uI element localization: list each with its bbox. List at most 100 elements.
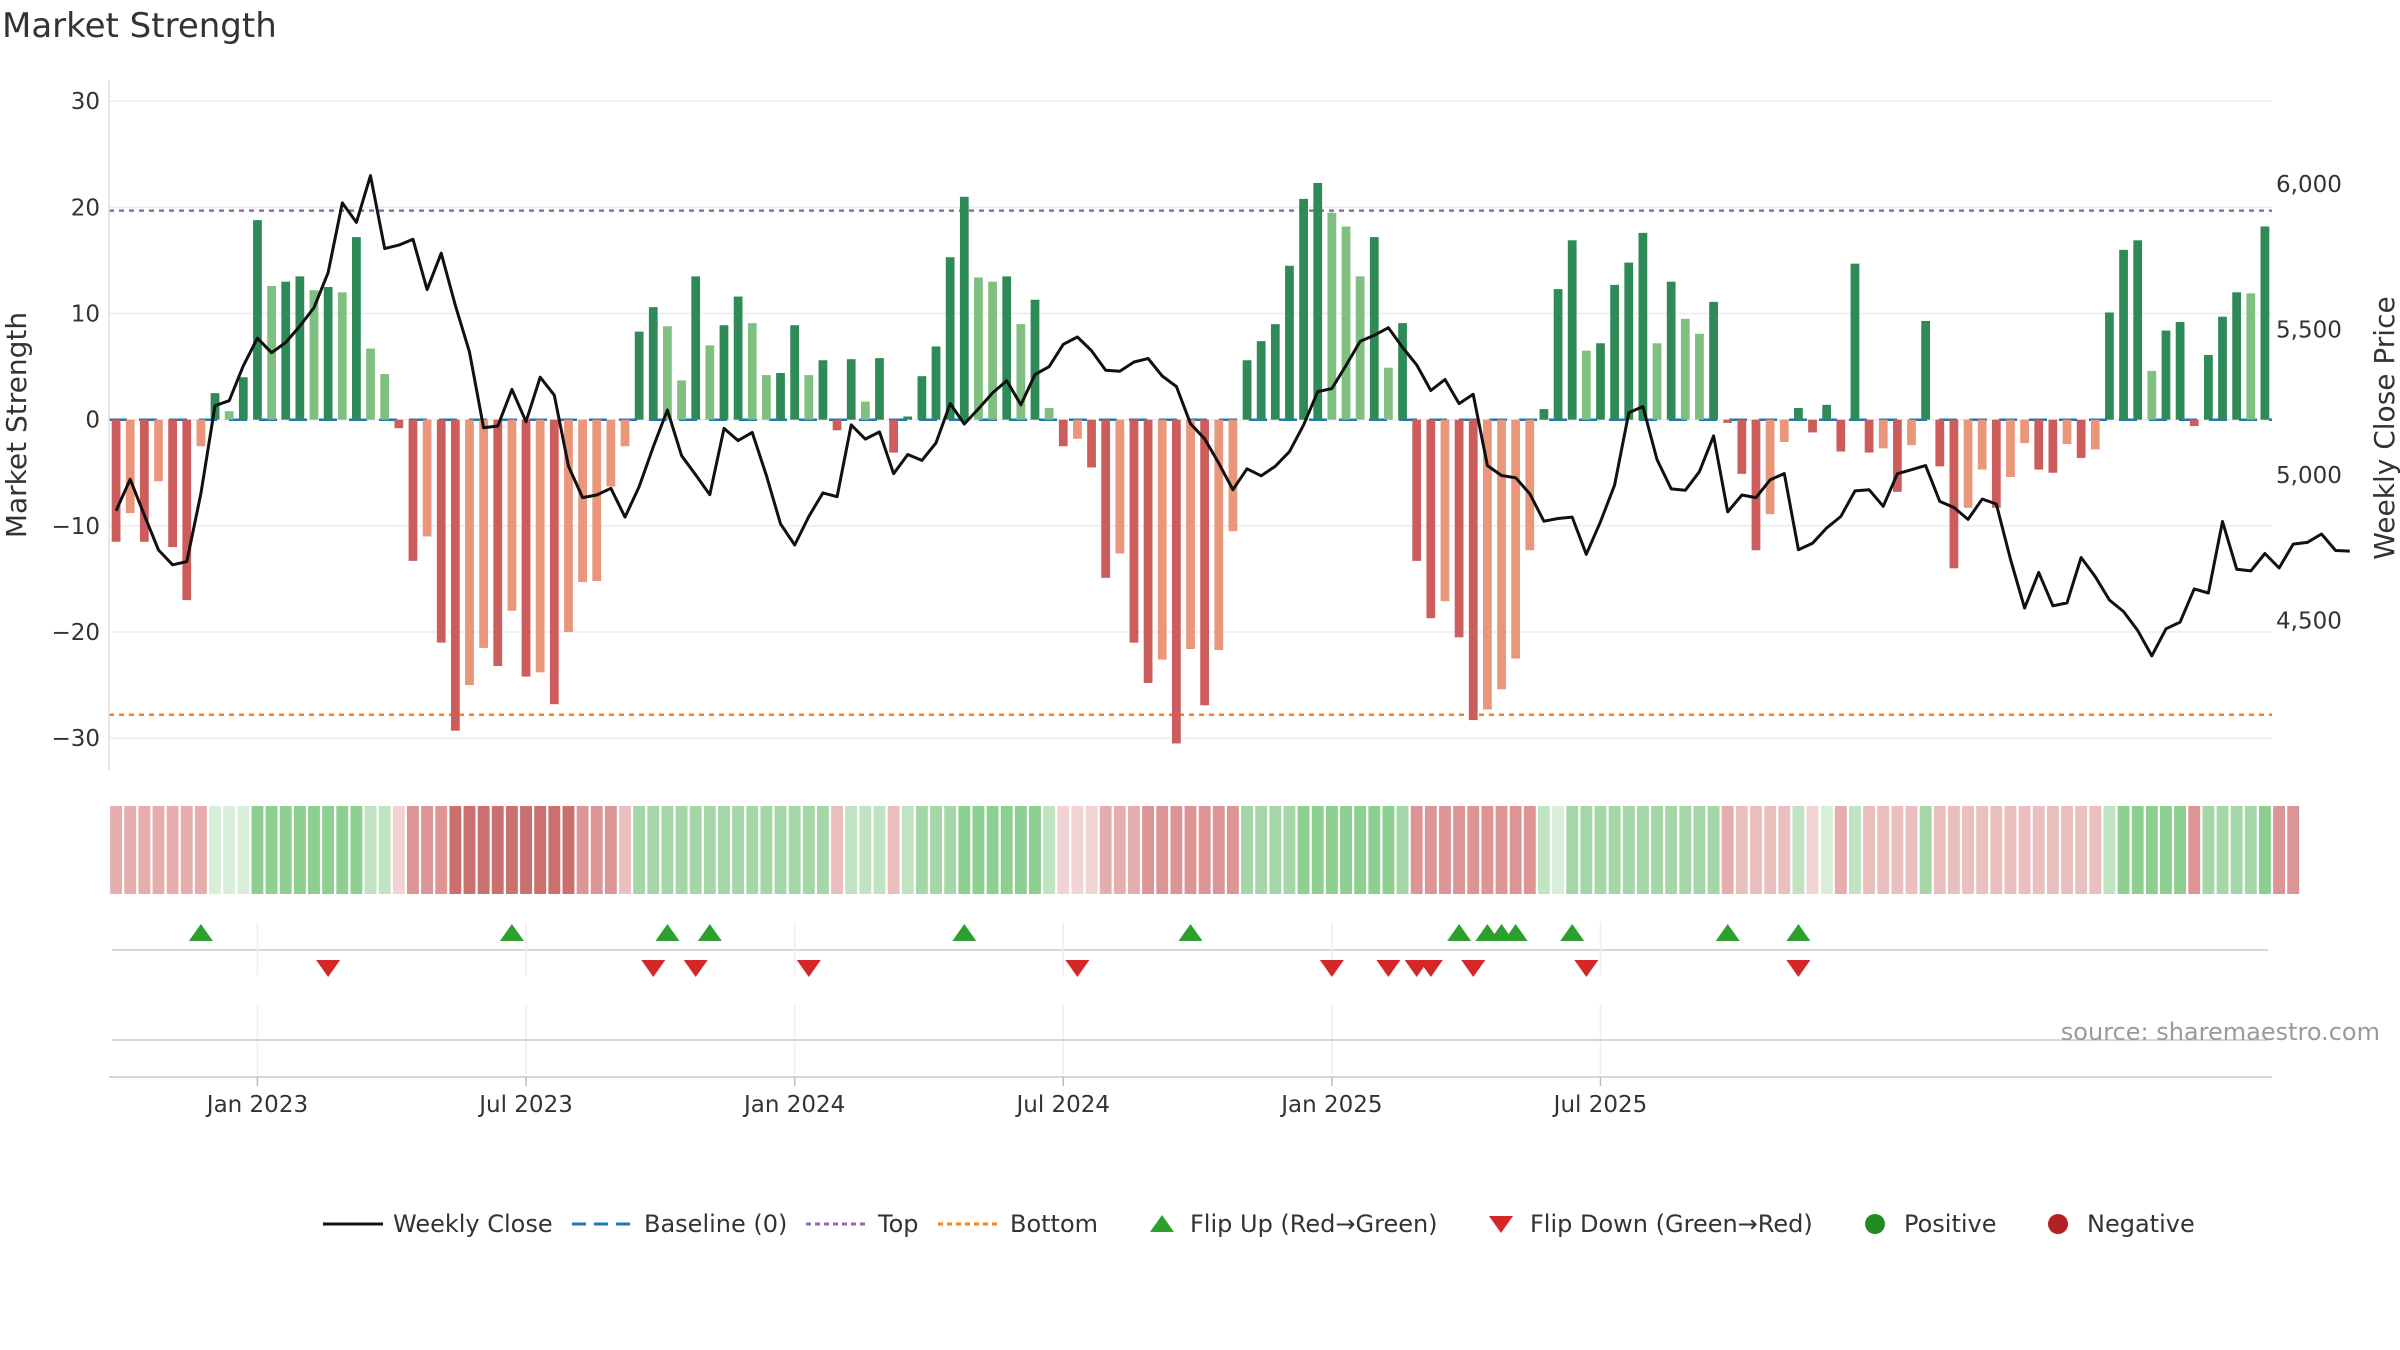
strength-bar xyxy=(196,419,206,447)
strength-bar xyxy=(352,237,361,420)
strength-bar xyxy=(2203,354,2213,420)
strip-cell xyxy=(958,806,971,894)
strength-bar xyxy=(889,419,899,453)
flip-up-marker xyxy=(499,924,524,941)
strength-bar xyxy=(366,348,375,420)
strength-bar xyxy=(1511,419,1521,659)
strength-bar xyxy=(2119,249,2128,420)
strip-cell xyxy=(463,806,476,894)
strip-cell xyxy=(1990,806,2003,894)
x-tick-label: Jul 2025 xyxy=(1552,1092,1648,1118)
strip-cell xyxy=(1439,806,1451,894)
strength-bar xyxy=(168,419,178,548)
strength-bar xyxy=(1398,323,1407,420)
strip-cell xyxy=(1396,806,1409,894)
strip-cell xyxy=(859,806,872,894)
strength-bar xyxy=(2218,316,2227,420)
strength-bar xyxy=(1822,404,1832,420)
strip-cell xyxy=(251,806,264,894)
strength-bar xyxy=(2246,293,2256,420)
strength-bar xyxy=(465,419,474,686)
strength-bar xyxy=(1680,318,1690,420)
strength-bar xyxy=(1539,409,1549,420)
strength-bar xyxy=(1977,419,1987,470)
strength-bar xyxy=(818,360,828,420)
strength-bar xyxy=(2020,419,2029,444)
strength-bar xyxy=(1044,408,1054,420)
strength-bar xyxy=(507,419,517,611)
strip-cell xyxy=(1651,806,1663,894)
strip-cell xyxy=(2160,806,2172,894)
strip-cell xyxy=(1142,806,1155,894)
strength-bar xyxy=(1186,419,1195,649)
strip-cell xyxy=(1707,806,1720,894)
strip-cell xyxy=(1834,806,1847,894)
strip-cell xyxy=(675,806,688,894)
strength-bar xyxy=(535,419,545,673)
strength-bar xyxy=(1058,419,1068,447)
flip-down-marker xyxy=(316,960,341,977)
strength-bar xyxy=(1129,419,1139,643)
flip-up-marker xyxy=(1560,924,1585,941)
strip-cell xyxy=(1071,806,1084,894)
strength-bar xyxy=(1567,240,1577,420)
strength-bar xyxy=(224,411,234,420)
strip-cell xyxy=(293,806,306,894)
y-right-tick-label: 5,000 xyxy=(2276,463,2342,489)
strength-bar xyxy=(917,376,927,420)
strip-cell xyxy=(1566,806,1579,894)
y-left-tick-label: −30 xyxy=(51,726,100,752)
strip-cell xyxy=(1382,806,1395,894)
strip-cell xyxy=(491,806,504,894)
strip-cell xyxy=(831,806,844,894)
x-tick-label: Jan 2024 xyxy=(742,1092,845,1118)
strip-cell xyxy=(774,806,787,894)
y-right-tick-label: 5,500 xyxy=(2276,317,2342,343)
legend-label: Weekly Close xyxy=(393,1210,553,1238)
strength-bar xyxy=(323,287,333,420)
y-left-tick-label: 30 xyxy=(71,89,100,115)
strip-cell xyxy=(2089,806,2102,894)
strength-bar xyxy=(1143,419,1153,683)
strip-cell xyxy=(1891,806,1904,894)
strip-cell xyxy=(477,806,490,894)
strength-bar xyxy=(1525,419,1535,551)
strip-cell xyxy=(2188,806,2201,894)
strength-bar xyxy=(1864,419,1874,453)
legend-flip-down-icon xyxy=(1489,1216,1513,1233)
legend-label: Flip Down (Green→Red) xyxy=(1530,1210,1813,1238)
flip-up-marker xyxy=(188,924,213,941)
strength-bar xyxy=(1963,419,1973,508)
strip-cell xyxy=(718,806,730,894)
strength-bar xyxy=(309,290,319,420)
strip-cell xyxy=(1636,806,1649,894)
strip-cell xyxy=(1552,806,1565,894)
strength-bar xyxy=(238,377,248,420)
strip-cell xyxy=(647,806,660,894)
strip-cell xyxy=(1877,806,1890,894)
strength-bar xyxy=(691,276,701,420)
strip-cell xyxy=(1099,806,1112,894)
strip-cell xyxy=(1481,806,1494,894)
legend-dot-icon xyxy=(1865,1214,1885,1234)
strip-cell xyxy=(802,806,815,894)
strength-bar xyxy=(1384,367,1393,420)
strip-cell xyxy=(421,806,434,894)
strip-cell xyxy=(265,806,278,894)
y-left-tick-label: 20 xyxy=(71,195,100,221)
strip-cell xyxy=(2075,806,2088,894)
strength-bar xyxy=(1426,419,1436,619)
strip-cell xyxy=(1693,806,1706,894)
strength-bar xyxy=(521,419,531,677)
strength-bar xyxy=(663,326,672,420)
x-axis: Jan 2023 Jul 2023 Jan 2024 Jul 2024 Jan 2025… xyxy=(109,1076,2272,1118)
strength-bar xyxy=(1836,419,1846,452)
strip-cell xyxy=(1340,806,1352,894)
strip-cell xyxy=(576,806,589,894)
strip-cell xyxy=(1665,806,1678,894)
axes: 30 20 10 0 −10 −20 −30 6,000 5,500 5,000 4,500 Mark… xyxy=(0,80,2400,770)
y-left-axis-title: Market Strength xyxy=(0,312,33,538)
flip-up-marker xyxy=(1786,924,1811,941)
strip-cell xyxy=(1283,806,1296,894)
strip-cell xyxy=(703,806,716,894)
